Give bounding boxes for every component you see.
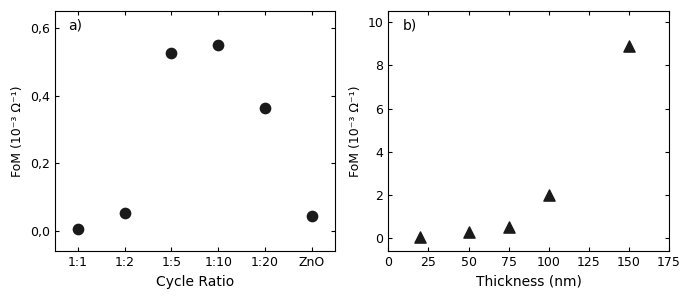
Point [166, 51, 177, 56]
Y-axis label: FoM (10⁻³ Ω⁻¹): FoM (10⁻³ Ω⁻¹) [11, 85, 24, 177]
X-axis label: Thickness (nm): Thickness (nm) [475, 275, 581, 289]
Point [623, 44, 635, 48]
X-axis label: Cycle Ratio: Cycle Ratio [156, 275, 234, 289]
Point [415, 235, 426, 240]
Point [119, 210, 130, 215]
Point [260, 105, 271, 110]
Y-axis label: FoM (10⁻³ Ω⁻¹): FoM (10⁻³ Ω⁻¹) [349, 85, 362, 177]
Point [503, 224, 514, 229]
Point [463, 230, 474, 235]
Point [73, 227, 84, 232]
Point [307, 214, 318, 218]
Point [543, 193, 554, 198]
Text: b): b) [402, 18, 417, 32]
Point [212, 43, 224, 47]
Text: a): a) [69, 18, 82, 32]
